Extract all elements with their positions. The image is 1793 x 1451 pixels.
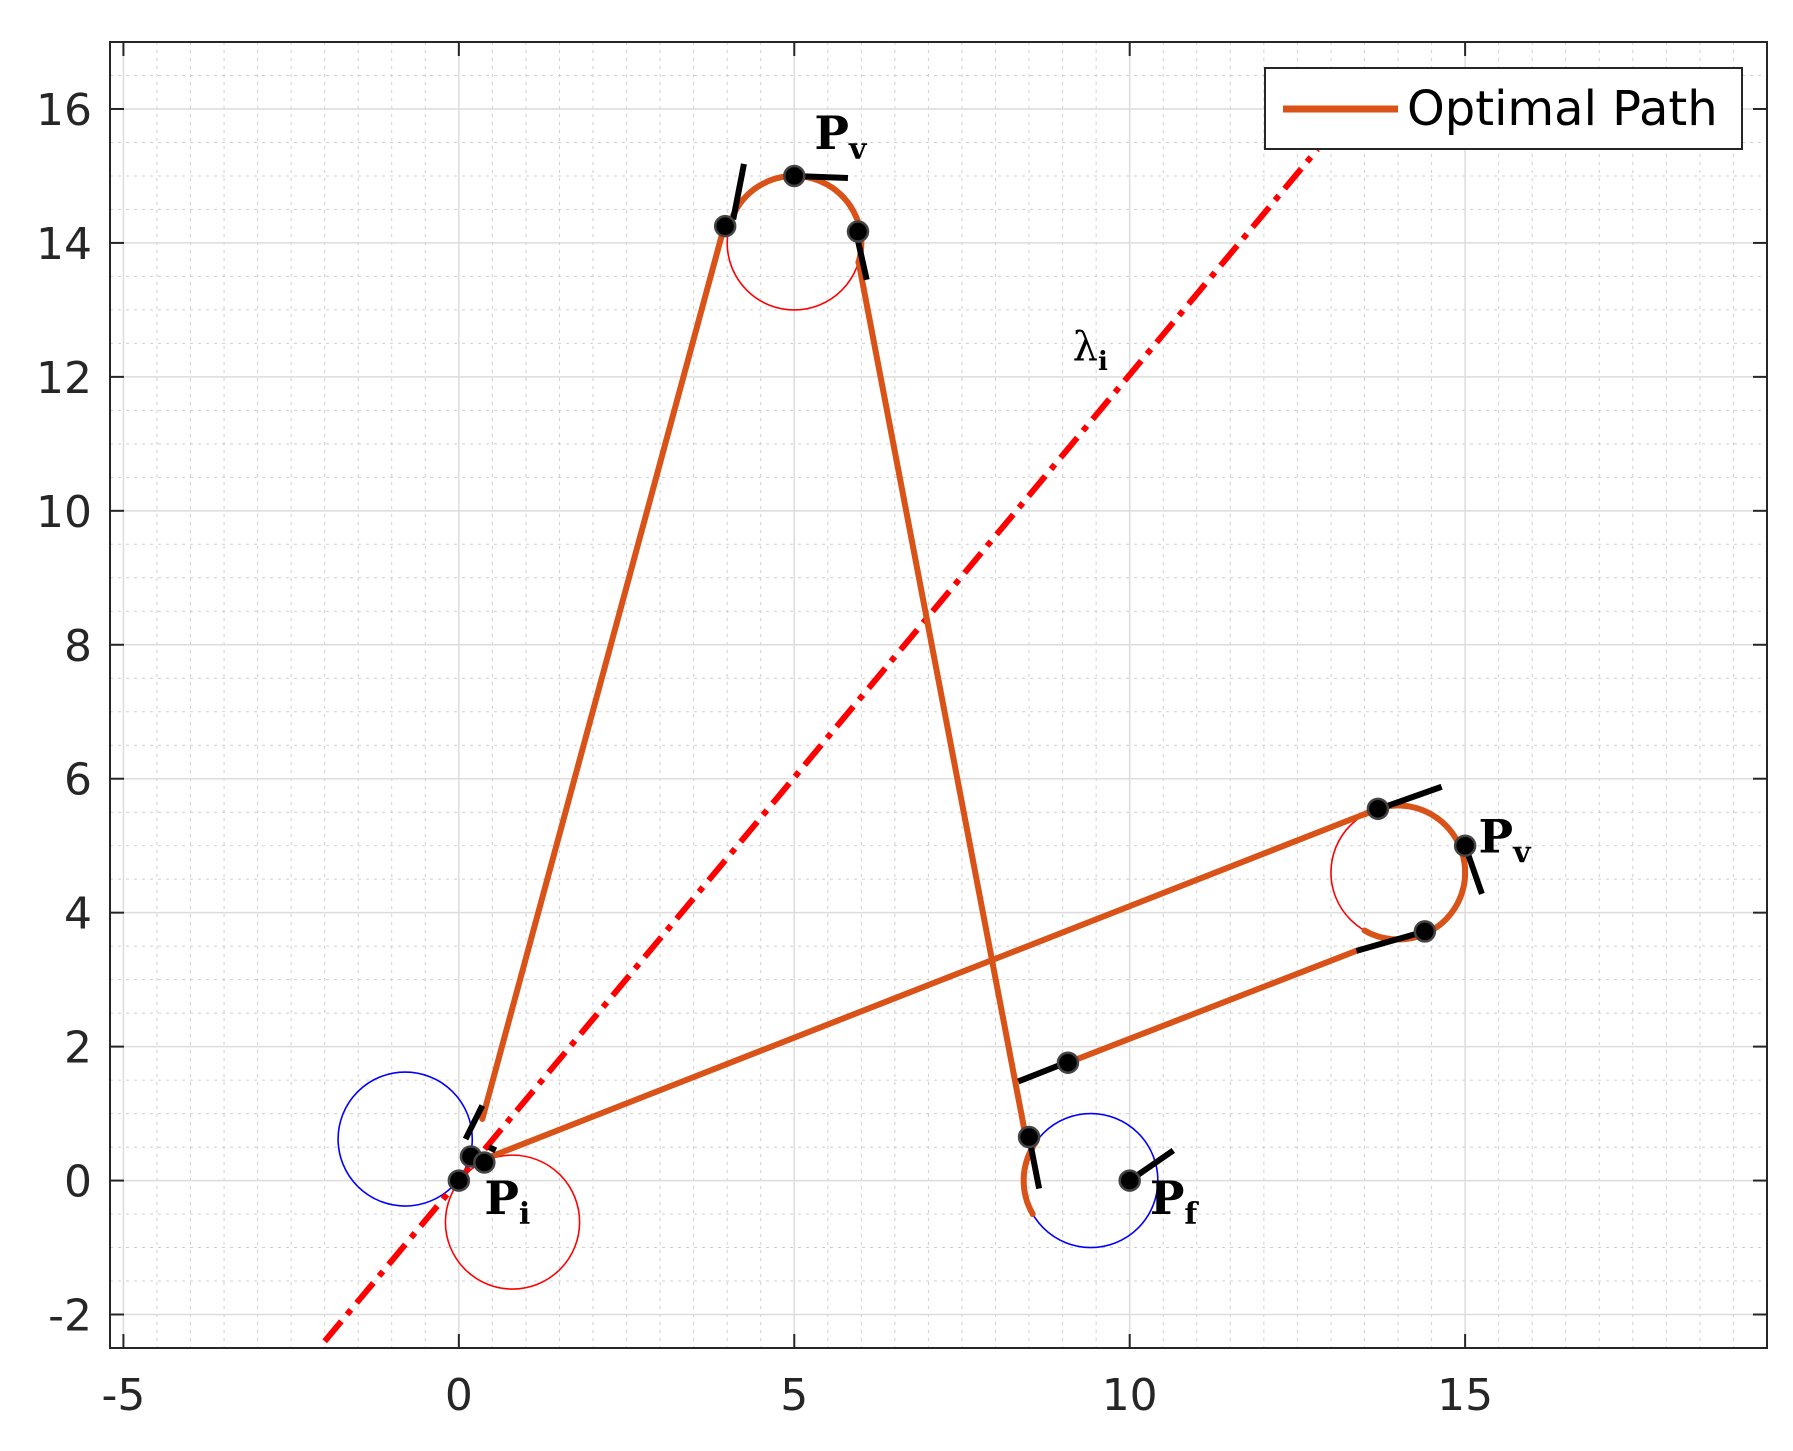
waypoint-marker bbox=[1056, 1051, 1080, 1074]
y-tick-label: -2 bbox=[48, 1291, 92, 1342]
x-tick-label: 0 bbox=[445, 1370, 473, 1421]
waypoint-marker bbox=[783, 164, 806, 188]
waypoint-marker bbox=[713, 214, 737, 238]
waypoint-marker bbox=[1118, 1169, 1141, 1192]
heading-tick bbox=[462, 1104, 486, 1141]
legend: Optimal Path bbox=[1264, 67, 1743, 150]
y-tick-label: 2 bbox=[64, 1023, 92, 1074]
annotation-label: Pv bbox=[814, 106, 868, 167]
lambda-line bbox=[322, 147, 1320, 1344]
y-tick-label: 10 bbox=[36, 487, 92, 538]
optimal-path-segment bbox=[481, 805, 1381, 1163]
optimal-path-segment bbox=[1064, 947, 1360, 1066]
lambda-i-line bbox=[322, 147, 1320, 1344]
legend-label-optimal-path: Optimal Path bbox=[1407, 81, 1718, 137]
x-tick-label: 15 bbox=[1437, 1370, 1493, 1421]
y-tick-label: 16 bbox=[36, 85, 92, 136]
heading-tick bbox=[1378, 783, 1443, 812]
x-tick-label: 5 bbox=[780, 1370, 808, 1421]
x-tick-label: -5 bbox=[101, 1370, 145, 1421]
waypoints bbox=[447, 164, 1477, 1192]
waypoint-marker bbox=[447, 1169, 471, 1192]
x-tick-label: 10 bbox=[1102, 1370, 1158, 1421]
annotation-label: λi bbox=[1073, 324, 1108, 377]
annotation-label: Pf bbox=[1150, 1171, 1200, 1232]
y-tick-label: 8 bbox=[64, 621, 92, 672]
y-tick-label: 14 bbox=[36, 219, 92, 270]
turn-circle bbox=[444, 1154, 581, 1290]
y-tick-label: 6 bbox=[64, 755, 92, 806]
optimal-path-segment bbox=[855, 259, 1031, 1147]
annotations: Pv Pv Pi Pf λi bbox=[484, 106, 1532, 1232]
y-tick-label: 4 bbox=[64, 889, 92, 940]
axes: -5 0 5 10 15 -2 0 2 4 6 8 10 12 14 16 bbox=[36, 41, 1768, 1421]
waypoint-marker bbox=[1017, 1125, 1041, 1149]
heading-tick bbox=[487, 1144, 498, 1154]
turn-circle bbox=[337, 1071, 474, 1207]
waypoint-marker bbox=[1413, 920, 1437, 943]
optimal-path-segment bbox=[479, 219, 729, 1122]
annotation-label: Pv bbox=[1479, 809, 1533, 870]
y-tick-label: 0 bbox=[64, 1157, 92, 1208]
axes-box bbox=[109, 41, 1768, 1349]
heading-tick bbox=[1355, 928, 1426, 954]
waypoint-marker bbox=[473, 1151, 496, 1174]
annotation-label: Pi bbox=[484, 1171, 530, 1232]
waypoint-marker bbox=[1453, 834, 1477, 857]
waypoint-marker bbox=[846, 220, 870, 243]
y-tick-label: 12 bbox=[36, 353, 92, 404]
heading-tick bbox=[730, 163, 747, 221]
waypoint-marker bbox=[1366, 797, 1390, 821]
